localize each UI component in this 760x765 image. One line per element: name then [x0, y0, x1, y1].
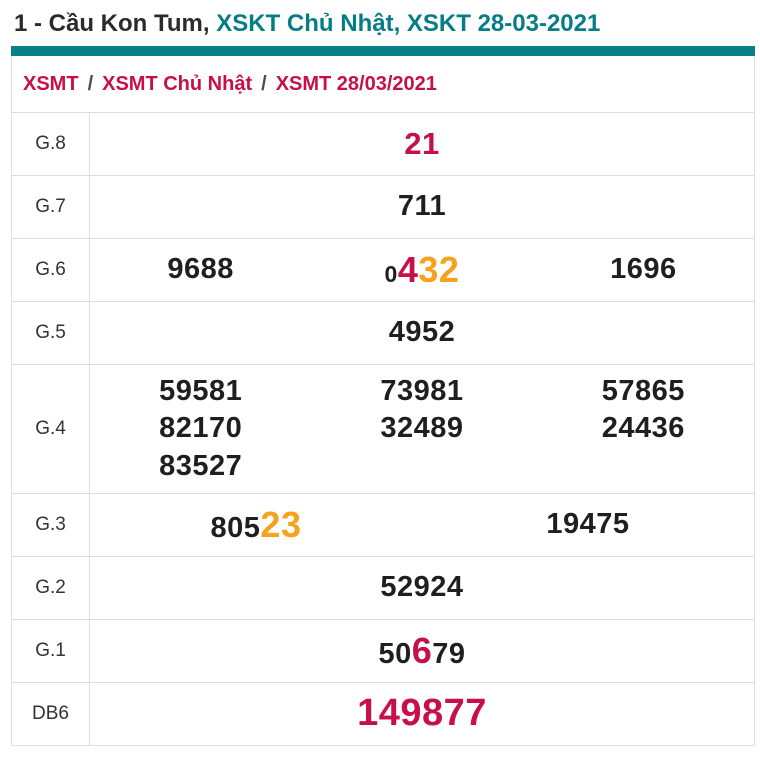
digit-segment: 21 — [404, 126, 440, 162]
digit-segment: 149877 — [357, 692, 487, 735]
prize-values: 9688 0 4 32 1696 — [90, 239, 754, 301]
breadcrumb-separator: / — [87, 72, 94, 95]
prize-values: 21 — [90, 113, 754, 175]
breadcrumb-link-xsmt[interactable]: XSMT — [23, 72, 79, 95]
digit-segment: 23 — [260, 504, 302, 546]
prize-label: G.6 — [12, 239, 90, 301]
digit-segment: 73981 — [380, 375, 464, 407]
prize-value: 711 — [398, 190, 446, 223]
digit-segment: 59581 — [159, 375, 243, 407]
prize-row-g5: G.5 4952 — [12, 301, 754, 364]
prize-values: 149877 — [90, 683, 754, 745]
digit-segment: 24436 — [601, 412, 685, 445]
prize-value: 24436 — [602, 412, 685, 445]
prize-value: 50 6 79 — [378, 630, 465, 671]
prize-value: 1696 — [610, 253, 677, 286]
prize-value: 73981 — [380, 375, 463, 408]
prize-value: 21 — [404, 126, 439, 162]
digit-segment: 4 — [397, 249, 419, 291]
digit-segment: 32 — [418, 249, 460, 291]
prize-label: G.4 — [12, 365, 90, 494]
results-panel: XSMT / XSMT Chủ Nhật / XSMT 28/03/2021 G… — [11, 46, 755, 747]
prize-row-g3: G.3 805 23 19475 — [12, 493, 754, 557]
prize-value: 0 4 32 — [385, 249, 460, 290]
digit-segment: 6 — [411, 630, 433, 672]
digit-segment: 19475 — [546, 508, 630, 541]
prize-value: 19475 — [546, 508, 629, 541]
digit-segment: 0 — [384, 261, 398, 288]
digit-segment: 4952 — [388, 316, 456, 349]
prize-value: 805 23 — [211, 504, 302, 545]
title-link-date[interactable]: XSKT 28-03-2021 — [406, 10, 601, 37]
prize-row-g4: G.4 59581 73981 57865 82170 32489 24436 83527 — [12, 364, 754, 494]
prize-row-g1: G.1 50 6 79 — [12, 619, 754, 683]
prize-row-db6: DB6 149877 — [12, 682, 754, 746]
digit-segment: 57865 — [601, 375, 685, 407]
prize-value: 4952 — [389, 316, 456, 349]
digit-segment: 50 — [378, 638, 412, 671]
prize-values: 711 — [90, 176, 754, 238]
prize-values: 805 23 19475 — [90, 494, 754, 556]
panel-top-accent-bar — [11, 46, 755, 56]
prize-value: 32489 — [380, 412, 463, 445]
prize-value: 82170 — [159, 412, 242, 445]
prize-row-g2: G.2 52924 — [12, 556, 754, 620]
digit-segment: 82170 — [159, 412, 243, 445]
prize-label: G.2 — [12, 557, 90, 620]
digit-segment: 711 — [397, 190, 447, 223]
digit-segment: 1696 — [610, 253, 677, 286]
prize-value: 9688 — [167, 253, 234, 286]
prize-values: 50 6 79 — [90, 620, 754, 682]
title-link-weekday[interactable]: XSKT Chủ Nhật, — [216, 10, 401, 37]
digit-segment: 9688 — [167, 253, 234, 286]
prize-label: G.8 — [12, 113, 90, 175]
prize-value: 83527 — [159, 450, 242, 483]
prize-row-g7: G.7 711 — [12, 175, 754, 238]
prize-label: DB6 — [12, 683, 90, 746]
prize-row-g6: G.6 9688 0 4 32 1696 — [12, 238, 754, 301]
digit-segment: 32489 — [380, 412, 464, 445]
digit-segment: 805 — [210, 512, 261, 545]
digit-segment: 83527 — [159, 449, 243, 482]
title-text: 1 - Cầu Kon Tum, — [14, 10, 210, 37]
breadcrumb-link-date[interactable]: XSMT 28/03/2021 — [275, 72, 437, 95]
prize-value: 149877 — [357, 692, 487, 736]
prize-values: 59581 73981 57865 82170 32489 24436 83527 — [90, 365, 754, 493]
breadcrumb-link-weekday[interactable]: XSMT Chủ Nhật — [102, 72, 253, 95]
prize-label: G.1 — [12, 620, 90, 683]
prize-label: G.7 — [12, 176, 90, 238]
digit-segment: 52924 — [380, 571, 464, 604]
prize-values: 4952 — [90, 302, 754, 364]
prize-value: 52924 — [380, 571, 463, 604]
results-table: G.8 21 G.7 711 G.6 9688 0 4 32 1696 G.5 4952 G.4 5958… — [12, 112, 754, 746]
prize-row-g8: G.8 21 — [12, 112, 754, 175]
breadcrumb: XSMT / XSMT Chủ Nhật / XSMT 28/03/2021 — [12, 56, 754, 112]
prize-value: 57865 — [602, 375, 685, 408]
prize-label: G.5 — [12, 302, 90, 364]
prize-label: G.3 — [12, 494, 90, 557]
page-title: 1 - Cầu Kon Tum, XSKT Chủ Nhật, XSKT 28-… — [14, 8, 760, 40]
digit-segment: 79 — [432, 638, 466, 671]
breadcrumb-separator: / — [261, 72, 267, 95]
prize-values: 52924 — [90, 557, 754, 619]
prize-value: 59581 — [159, 375, 242, 408]
